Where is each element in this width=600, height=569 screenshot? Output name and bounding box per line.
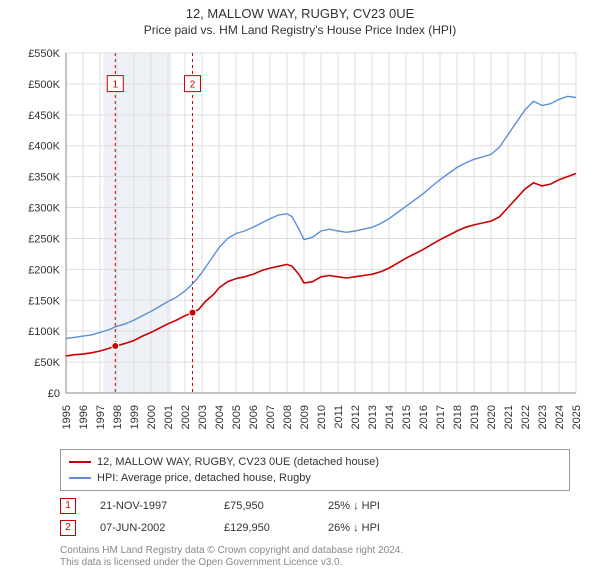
- svg-text:2013: 2013: [367, 405, 379, 429]
- chart-subtitle: Price paid vs. HM Land Registry's House …: [0, 23, 600, 37]
- svg-text:2008: 2008: [282, 405, 294, 429]
- legend-swatch: [69, 461, 91, 463]
- chart-title: 12, MALLOW WAY, RUGBY, CV23 0UE: [0, 6, 600, 21]
- svg-text:£450K: £450K: [28, 110, 60, 122]
- svg-text:1999: 1999: [129, 405, 141, 429]
- svg-text:2003: 2003: [197, 405, 209, 429]
- legend-label: HPI: Average price, detached house, Rugb…: [97, 470, 311, 486]
- svg-text:1996: 1996: [78, 405, 90, 429]
- tx-date: 21-NOV-1997: [100, 495, 200, 517]
- svg-text:2020: 2020: [486, 405, 498, 429]
- svg-text:1995: 1995: [61, 405, 73, 429]
- table-row: 2 07-JUN-2002 £129,950 26% ↓ HPI: [60, 517, 570, 539]
- legend-item: 12, MALLOW WAY, RUGBY, CV23 0UE (detache…: [69, 454, 561, 470]
- svg-text:2002: 2002: [180, 405, 192, 429]
- svg-text:2009: 2009: [299, 405, 311, 429]
- svg-text:2025: 2025: [571, 405, 583, 429]
- svg-text:2024: 2024: [554, 405, 566, 429]
- svg-text:£550K: £550K: [28, 48, 60, 60]
- attribution-text: Contains HM Land Registry data © Crown c…: [60, 545, 570, 569]
- svg-text:2017: 2017: [435, 405, 447, 429]
- transactions-table: 1 21-NOV-1997 £75,950 25% ↓ HPI 2 07-JUN…: [60, 495, 570, 539]
- svg-text:2000: 2000: [146, 405, 158, 429]
- svg-text:1997: 1997: [95, 405, 107, 429]
- svg-text:2007: 2007: [265, 405, 277, 429]
- marker-icon: 2: [60, 520, 76, 536]
- svg-text:£350K: £350K: [28, 172, 60, 184]
- svg-text:£400K: £400K: [28, 141, 60, 153]
- svg-text:2: 2: [190, 80, 196, 91]
- legend-swatch: [69, 477, 91, 479]
- svg-text:1998: 1998: [112, 405, 124, 429]
- svg-text:2021: 2021: [503, 405, 515, 429]
- attribution-line: Contains HM Land Registry data © Crown c…: [60, 545, 570, 557]
- svg-text:£250K: £250K: [28, 233, 60, 245]
- legend-item: HPI: Average price, detached house, Rugb…: [69, 470, 561, 486]
- svg-text:2010: 2010: [316, 405, 328, 429]
- svg-text:£200K: £200K: [28, 264, 60, 276]
- legend-label: 12, MALLOW WAY, RUGBY, CV23 0UE (detache…: [97, 454, 379, 470]
- tx-price: £75,950: [224, 495, 304, 517]
- marker-icon: 1: [60, 498, 76, 514]
- svg-text:2014: 2014: [384, 405, 396, 429]
- svg-text:2005: 2005: [231, 405, 243, 429]
- svg-text:£150K: £150K: [28, 295, 60, 307]
- svg-text:2019: 2019: [469, 405, 481, 429]
- svg-text:2016: 2016: [418, 405, 430, 429]
- svg-text:2018: 2018: [452, 405, 464, 429]
- svg-text:£500K: £500K: [28, 79, 60, 91]
- svg-text:2012: 2012: [350, 405, 362, 429]
- svg-text:£300K: £300K: [28, 203, 60, 215]
- tx-diff: 25% ↓ HPI: [328, 495, 418, 517]
- svg-text:2006: 2006: [248, 405, 260, 429]
- svg-text:1: 1: [113, 80, 119, 91]
- svg-text:2015: 2015: [401, 405, 413, 429]
- svg-text:£100K: £100K: [28, 326, 60, 338]
- svg-text:£50K: £50K: [34, 357, 60, 369]
- chart-area: £0 £50K £100K £150K £200K £250K £300K £350K £400…: [10, 43, 590, 443]
- attribution-line: This data is licensed under the Open Gov…: [60, 557, 570, 569]
- svg-text:£0: £0: [48, 388, 60, 400]
- tx-diff: 26% ↓ HPI: [328, 517, 418, 539]
- line-chart-svg: £0 £50K £100K £150K £200K £250K £300K £350K £400…: [10, 43, 590, 443]
- svg-text:2001: 2001: [163, 405, 175, 429]
- svg-text:2004: 2004: [214, 405, 226, 429]
- svg-text:2011: 2011: [333, 405, 345, 429]
- table-row: 1 21-NOV-1997 £75,950 25% ↓ HPI: [60, 495, 570, 517]
- tx-price: £129,950: [224, 517, 304, 539]
- svg-text:2023: 2023: [537, 405, 549, 429]
- tx-date: 07-JUN-2002: [100, 517, 200, 539]
- svg-text:2022: 2022: [520, 405, 532, 429]
- legend: 12, MALLOW WAY, RUGBY, CV23 0UE (detache…: [60, 449, 570, 491]
